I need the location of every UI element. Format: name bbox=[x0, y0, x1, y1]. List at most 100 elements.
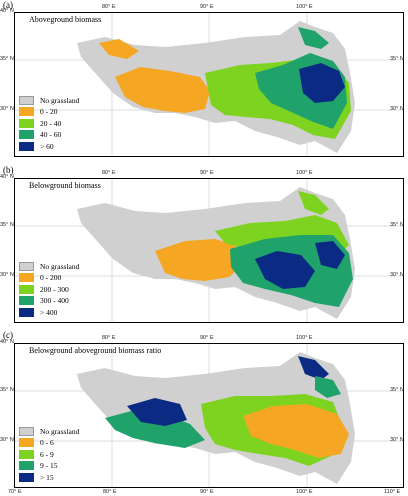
legend-label: No grassland bbox=[40, 426, 80, 436]
map-title-c: Belowground aboveground biomass ratio bbox=[29, 346, 162, 355]
map-b-svg bbox=[15, 179, 403, 322]
legend-item: > 60 bbox=[19, 141, 79, 153]
legend-item: No grassland bbox=[19, 261, 79, 273]
lat-label-left: 30° N bbox=[0, 437, 14, 443]
legend-label: 20 - 40 bbox=[40, 118, 62, 128]
panel-a-letter: (a) bbox=[3, 0, 13, 10]
lat-label-left: 30° N bbox=[0, 272, 14, 278]
legend-label: > 60 bbox=[40, 141, 54, 151]
legend-swatch-class4 bbox=[19, 307, 34, 317]
legend-swatch-class4 bbox=[19, 472, 34, 482]
lat-label-right: 35° N bbox=[390, 56, 404, 62]
legend-a: No grassland 0 - 20 20 - 40 40 - 60 > 60 bbox=[19, 95, 79, 153]
lat-label-left: 30° N bbox=[0, 106, 14, 112]
legend-item: 9 - 15 bbox=[19, 460, 79, 472]
lat-label-right: 30° N bbox=[390, 106, 404, 112]
grass-class1-west bbox=[99, 39, 139, 59]
legend-label: No grassland bbox=[40, 261, 80, 271]
lon-label: 90° E bbox=[200, 489, 214, 495]
legend-item: 20 - 40 bbox=[19, 118, 79, 130]
legend-label: No grassland bbox=[40, 95, 80, 105]
lon-label: 100° E bbox=[296, 4, 313, 10]
legend-swatch-no-grassland bbox=[19, 426, 34, 436]
panel-b-letter: (b) bbox=[3, 165, 14, 175]
legend-item: 200 - 300 bbox=[19, 284, 79, 296]
lat-label-left: 40° N bbox=[0, 339, 14, 345]
legend-label: 9 - 15 bbox=[40, 461, 58, 471]
lon-label: 80° E bbox=[102, 170, 116, 176]
legend-label: 6 - 9 bbox=[40, 449, 54, 459]
legend-item: 0 - 200 bbox=[19, 272, 79, 284]
legend-swatch-class1 bbox=[19, 273, 34, 283]
grass-class4 bbox=[127, 398, 187, 426]
grass-class4 bbox=[255, 251, 315, 289]
lon-label: 90° E bbox=[200, 170, 214, 176]
legend-swatch-class2 bbox=[19, 284, 34, 294]
lat-label-left: 35° N bbox=[0, 387, 14, 393]
lon-label: 80° E bbox=[102, 335, 116, 341]
lat-label-left: 35° N bbox=[0, 56, 14, 62]
map-title-a: Aboveground biomass bbox=[29, 15, 102, 24]
legend-swatch-class3 bbox=[19, 461, 34, 471]
legend-label: 40 - 60 bbox=[40, 130, 62, 140]
legend-item: 0 - 20 bbox=[19, 106, 79, 118]
grass-class4-east bbox=[315, 241, 345, 269]
lat-label-right: 30° N bbox=[390, 272, 404, 278]
legend-swatch-class4 bbox=[19, 141, 34, 151]
legend-swatch-class3 bbox=[19, 296, 34, 306]
grass-class2-north bbox=[298, 191, 329, 215]
legend-swatch-class3 bbox=[19, 130, 34, 140]
map-c-svg bbox=[15, 344, 403, 487]
grass-class1 bbox=[115, 67, 210, 113]
map-panel-a: Aboveground biomass No grassland 0 - 20 … bbox=[14, 12, 404, 157]
lat-label-right: 30° N bbox=[390, 437, 404, 443]
lon-label: 100° E bbox=[296, 335, 313, 341]
legend-label: 0 - 20 bbox=[40, 107, 58, 117]
legend-swatch-class2 bbox=[19, 449, 34, 459]
lon-label: 80° E bbox=[102, 4, 116, 10]
map-panel-c: Belowground aboveground biomass ratio No… bbox=[14, 343, 404, 488]
legend-c: No grassland 0 - 6 6 - 9 9 - 15 > 15 bbox=[19, 426, 79, 484]
legend-item: No grassland bbox=[19, 95, 79, 107]
legend-b: No grassland 0 - 200 200 - 300 300 - 400… bbox=[19, 261, 79, 319]
lon-label: 90° E bbox=[200, 4, 214, 10]
map-a-svg bbox=[15, 13, 403, 156]
lat-label-left: 35° N bbox=[0, 222, 14, 228]
lon-label: 70° E bbox=[8, 489, 22, 495]
legend-label: > 15 bbox=[40, 472, 54, 482]
legend-item: No grassland bbox=[19, 426, 79, 438]
legend-swatch-no-grassland bbox=[19, 261, 34, 271]
lat-label-left: 40° N bbox=[0, 8, 14, 14]
grass-class3-north bbox=[298, 27, 329, 49]
grass-class4 bbox=[299, 63, 345, 103]
lon-label: 100° E bbox=[296, 489, 313, 495]
lat-label-right: 35° N bbox=[390, 387, 404, 393]
grass-class3 bbox=[105, 410, 205, 448]
lat-label-right: 35° N bbox=[390, 222, 404, 228]
legend-label: 0 - 6 bbox=[40, 438, 54, 448]
legend-item: > 15 bbox=[19, 472, 79, 484]
legend-item: 300 - 400 bbox=[19, 295, 79, 307]
legend-item: 0 - 6 bbox=[19, 437, 79, 449]
legend-swatch-class2 bbox=[19, 118, 34, 128]
legend-swatch-no-grassland bbox=[19, 95, 34, 105]
legend-swatch-class1 bbox=[19, 438, 34, 448]
legend-label: > 400 bbox=[40, 307, 58, 317]
map-title-b: Belowground biomass bbox=[29, 181, 101, 190]
lon-label: 100° E bbox=[296, 170, 313, 176]
lon-label: 80° E bbox=[103, 489, 117, 495]
grass-class4-north bbox=[298, 356, 329, 380]
legend-swatch-class1 bbox=[19, 107, 34, 117]
grass-class1 bbox=[155, 239, 245, 281]
map-panel-b: Belowground biomass No grassland 0 - 200… bbox=[14, 178, 404, 323]
legend-label: 0 - 200 bbox=[40, 273, 62, 283]
lon-label: 90° E bbox=[200, 335, 214, 341]
panel-c-letter: (c) bbox=[3, 330, 13, 340]
lat-label-left: 40° N bbox=[0, 174, 14, 180]
legend-label: 200 - 300 bbox=[40, 284, 69, 294]
legend-item: > 400 bbox=[19, 307, 79, 319]
grass-class1 bbox=[243, 404, 349, 458]
lon-label: 110° E bbox=[384, 489, 401, 495]
legend-label: 300 - 400 bbox=[40, 296, 69, 306]
grass-class3-northeast bbox=[315, 376, 341, 398]
